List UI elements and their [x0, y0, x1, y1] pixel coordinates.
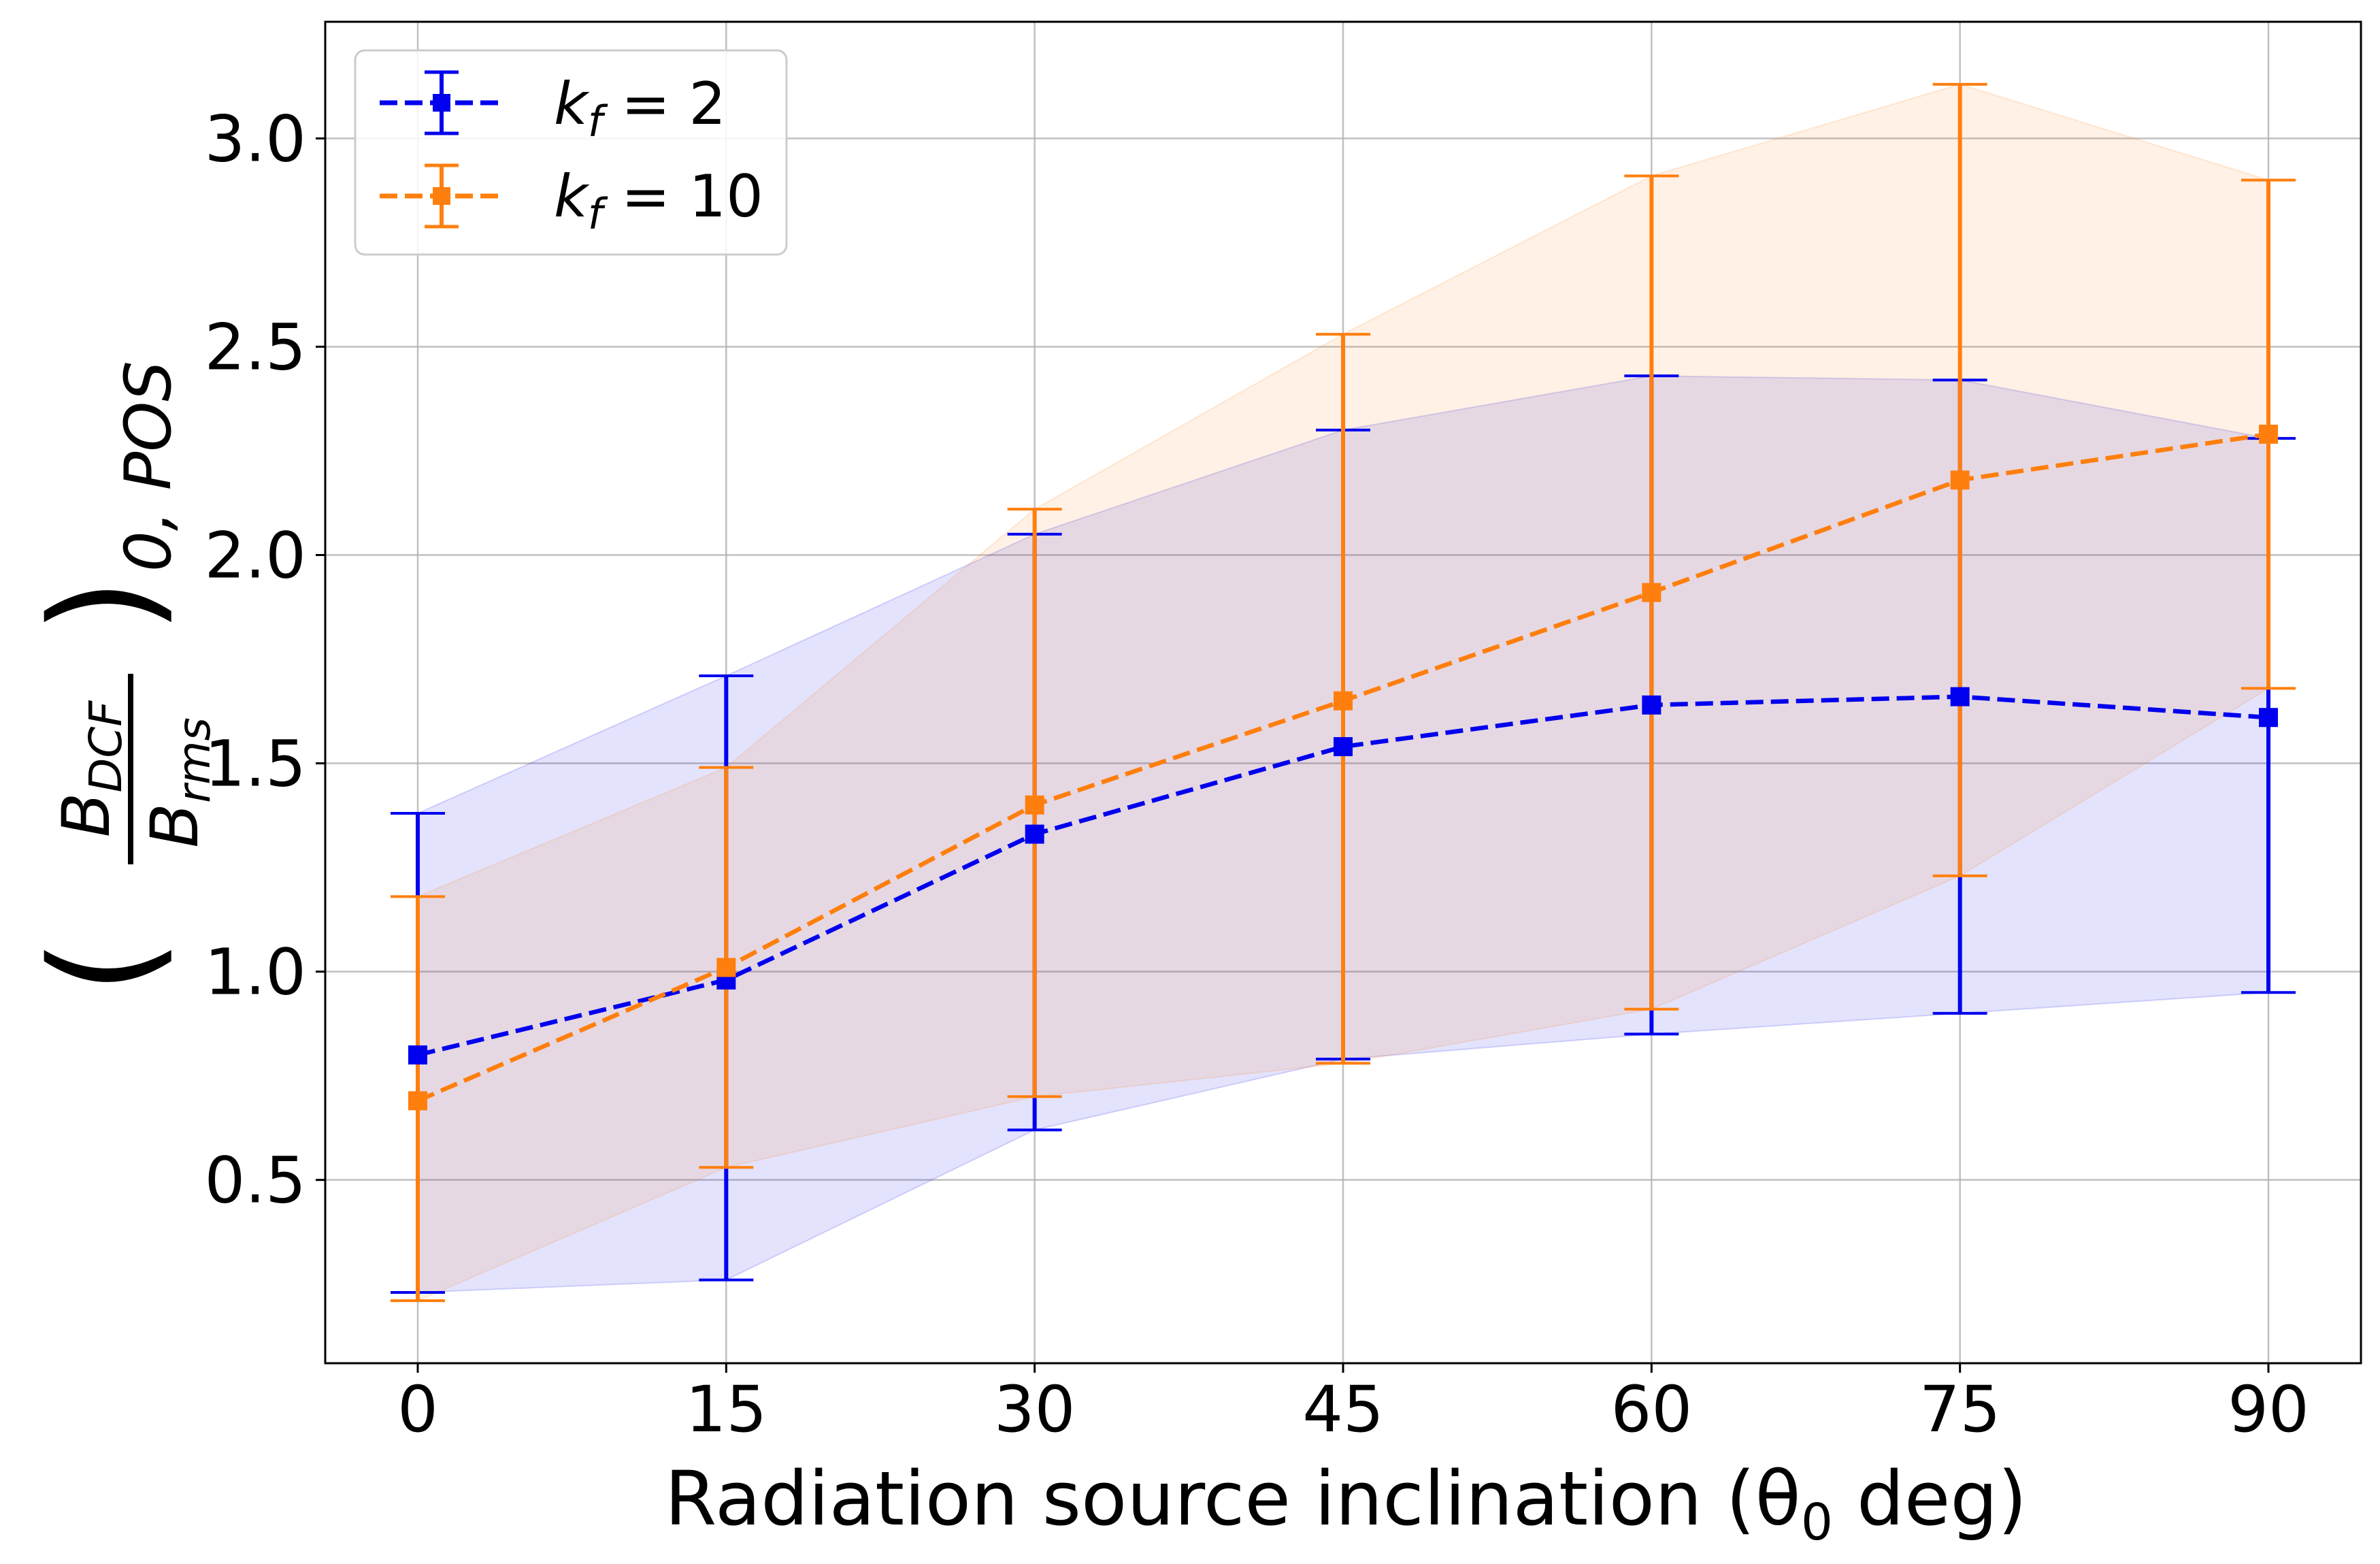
- x-tick-label: 45: [1302, 1373, 1384, 1447]
- x-tick-label: 90: [2228, 1373, 2309, 1447]
- data-point-series-0: [1950, 687, 1970, 706]
- data-point-series-1: [2259, 424, 2278, 444]
- legend-marker-kf10: [433, 187, 450, 205]
- x-tick-label: 15: [686, 1373, 767, 1447]
- data-point-series-1: [1642, 583, 1662, 602]
- data-point-series-1: [716, 958, 736, 977]
- y-axis-left-paren: (: [20, 939, 186, 994]
- data-point-series-1: [1334, 691, 1353, 711]
- y-axis-numerator: BDCF: [48, 700, 132, 838]
- data-point-series-1: [1025, 795, 1044, 815]
- legend-marker-kf2: [433, 94, 450, 112]
- y-axis-outer-subscript: 0, POS: [112, 361, 186, 572]
- y-tick-label: 0.5: [205, 1144, 307, 1218]
- y-tick-label: 1.5: [205, 728, 307, 802]
- data-point-series-0: [2259, 708, 2278, 728]
- series-markers: [408, 424, 2278, 1111]
- axis-ticks: 0 15 30 45 60 75 90 0.5 1.0 1.5 2.0 2.5 3.0: [205, 102, 2309, 1447]
- y-tick-label: 2.0: [205, 519, 307, 593]
- x-tick-label: 30: [994, 1373, 1076, 1447]
- y-axis-right-paren: ): [20, 578, 186, 634]
- y-tick-label: 3.0: [205, 102, 307, 176]
- x-axis-title: Radiation source inclination (θ0 deg): [665, 1455, 2027, 1552]
- data-point-series-0: [1025, 824, 1044, 844]
- legend: kf = 2 kf = 10: [354, 49, 788, 256]
- data-point-series-0: [1334, 737, 1353, 757]
- data-point-series-1: [408, 1091, 427, 1111]
- y-tick-label: 1.0: [205, 936, 307, 1010]
- legend-entry-kf10: kf = 10: [380, 163, 763, 239]
- data-point-series-0: [1642, 695, 1662, 715]
- data-point-series-0: [408, 1045, 427, 1065]
- legend-entry-kf2: kf = 2: [380, 70, 726, 146]
- legend-label-kf10: kf = 10: [554, 163, 763, 239]
- y-tick-label: 2.5: [205, 310, 307, 385]
- x-tick-label: 60: [1611, 1373, 1693, 1447]
- data-point-series-1: [1950, 470, 1970, 490]
- x-tick-label: 75: [1919, 1373, 2001, 1447]
- legend-label-kf2: kf = 2: [554, 70, 726, 146]
- y-axis-denominator: Brms: [137, 717, 220, 848]
- x-tick-label: 0: [397, 1373, 438, 1447]
- y-axis-title: ( BDCF Brms ) 0, POS: [20, 361, 220, 994]
